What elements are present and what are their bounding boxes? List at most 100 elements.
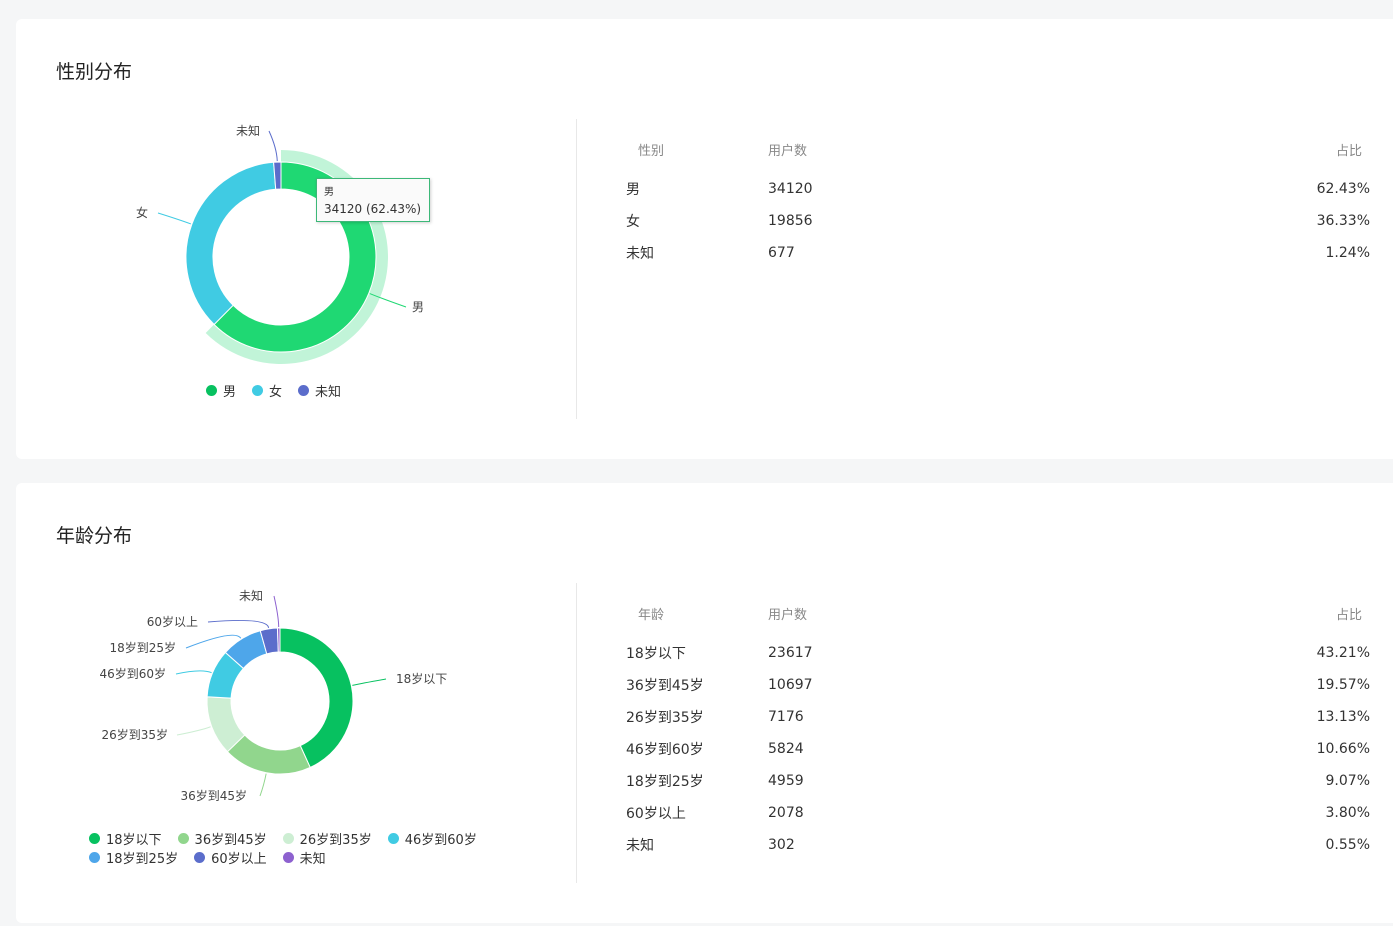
table-row: 未知 677 1.24% — [618, 237, 1378, 269]
cell-category: 60岁以上 — [626, 806, 686, 822]
legend-label: 女 — [269, 385, 283, 400]
legend-dot — [89, 833, 100, 844]
legend-item[interactable]: 未知 — [298, 381, 341, 400]
age-divider — [576, 583, 577, 883]
age-table-header: 年龄 用户数 占比 — [618, 601, 1378, 625]
slice-label: 18岁到25岁 — [109, 640, 176, 655]
cell-category: 26岁到35岁 — [626, 710, 704, 726]
header-users: 用户数 — [768, 143, 808, 159]
slice-1[interactable] — [185, 161, 277, 326]
legend-dot — [387, 833, 399, 844]
legend-item[interactable]: 男 — [206, 381, 236, 400]
leader-line — [352, 678, 387, 686]
slice-highlight — [205, 150, 389, 364]
legend-item[interactable]: 26岁到35岁 — [282, 829, 372, 848]
leader-line — [176, 726, 211, 736]
cell-count: 302 — [768, 837, 795, 853]
leader-line — [207, 619, 270, 629]
cell-category: 18岁到25岁 — [626, 774, 704, 790]
table-row: 男 34120 62.43% — [618, 173, 1378, 205]
slice-label: 60岁以上 — [147, 614, 198, 629]
table-row: 女 19856 36.33% — [618, 205, 1378, 237]
legend-item[interactable]: 46岁到60岁 — [387, 829, 477, 848]
cell-count: 34120 — [768, 181, 813, 197]
legend-item[interactable]: 60岁以上 — [194, 848, 267, 867]
cell-count: 4959 — [768, 773, 804, 789]
cell-count: 10697 — [768, 677, 813, 693]
legend-label: 18岁以下 — [106, 833, 162, 848]
legend-dot — [177, 833, 189, 844]
cell-count: 5824 — [768, 741, 804, 757]
gender-legend: 男 女 未知 — [206, 381, 357, 400]
gender-title: 性别分布 — [56, 61, 133, 83]
table-row: 60岁以上 2078 3.80% — [618, 797, 1378, 829]
leader-line — [273, 595, 280, 628]
header-age: 年龄 — [638, 607, 665, 623]
cell-category: 未知 — [626, 838, 654, 854]
slice-label: 未知 — [236, 124, 260, 138]
legend-item[interactable]: 女 — [252, 381, 282, 400]
legend-label: 未知 — [315, 385, 342, 400]
slice-label: 46岁到60岁 — [99, 666, 166, 681]
legend-item[interactable]: 18岁到25岁 — [89, 848, 178, 867]
legend-label: 36岁到45岁 — [194, 833, 267, 848]
header-ratio: 占比 — [1335, 143, 1362, 159]
age-title: 年龄分布 — [56, 525, 133, 547]
header-ratio: 占比 — [1335, 607, 1362, 623]
legend-item[interactable]: 未知 — [282, 848, 326, 867]
slice-0[interactable] — [279, 627, 354, 769]
age-donut-chart: 18岁以下 36岁到45岁 26岁到35岁 46岁到60岁 18岁到25岁 60岁以上 未知 — [99, 589, 447, 803]
cell-percent: 13.13% — [1316, 709, 1370, 725]
cell-category: 女 — [626, 214, 640, 230]
legend-dot — [206, 385, 217, 396]
gender-divider — [576, 119, 577, 419]
legend-label: 男 — [223, 385, 237, 400]
slice-label: 男 — [412, 300, 424, 314]
legend-dot — [89, 852, 100, 863]
slice-label: 36岁到45岁 — [180, 788, 247, 803]
cell-category: 36岁到45岁 — [626, 678, 704, 694]
gender-table-header: 性别 用户数 占比 — [618, 137, 1378, 161]
tooltip-value: 34120 (62.43%) — [324, 202, 422, 216]
tooltip-name: 男 — [324, 187, 334, 198]
header-users: 用户数 — [768, 607, 808, 623]
legend-dot — [298, 385, 310, 396]
leader-line — [268, 130, 278, 162]
legend-item[interactable]: 18岁以下 — [89, 829, 162, 848]
slice-1[interactable] — [226, 734, 311, 775]
cell-category: 18岁以下 — [626, 646, 686, 662]
gender-card: 性别分布 男女未知 男女未知 男 34120 (62.43%) 性别 用户数 占… — [16, 19, 1393, 459]
slice-6[interactable] — [276, 627, 281, 653]
legend-item[interactable]: 36岁到45岁 — [177, 829, 267, 848]
slice-2[interactable] — [273, 161, 282, 190]
gender-tooltip: 男 34120 (62.43%) — [316, 178, 431, 222]
cell-percent: 3.80% — [1325, 805, 1370, 821]
age-card: 年龄分布 18岁以下 36岁到45岁 26岁到35岁 46岁到60岁 18岁到25岁 60… — [16, 483, 1393, 923]
cell-count: 19856 — [768, 213, 813, 229]
cell-count: 677 — [768, 245, 795, 261]
leader-line — [175, 670, 212, 675]
gender-table: 性别 用户数 占比 男 34120 62.43% 女 19856 36.33% 未知 677 1… — [618, 137, 1378, 269]
table-spacer — [618, 161, 1378, 173]
table-row: 46岁到60岁 5824 10.66% — [618, 733, 1378, 765]
cell-percent: 1.24% — [1325, 245, 1370, 261]
table-spacer — [618, 625, 1378, 637]
age-legend: 18岁以下 36岁到45岁 26岁到35岁 46岁到60岁 18岁到25岁 60岁以上 未知 — [89, 829, 509, 867]
cell-percent: 36.33% — [1316, 213, 1370, 229]
cell-count: 23617 — [768, 645, 813, 661]
cell-percent: 0.55% — [1325, 837, 1370, 853]
legend-label: 未知 — [299, 852, 326, 867]
cell-percent: 62.43% — [1316, 181, 1370, 197]
table-row: 26岁到35岁 7176 13.13% — [618, 701, 1378, 733]
table-row: 36岁到45岁 10697 19.57% — [618, 669, 1378, 701]
legend-label: 18岁到25岁 — [106, 852, 179, 867]
slice-label: 女 — [136, 205, 148, 220]
age-table: 年龄 用户数 占比 18岁以下 23617 43.21% 36岁到45岁 10697 19… — [618, 601, 1378, 861]
slice-label: 26岁到35岁 — [101, 727, 168, 742]
slice-label: 未知 — [239, 589, 263, 603]
slice-label: 18岁以下 — [396, 671, 447, 686]
table-row: 未知 302 0.55% — [618, 829, 1378, 861]
cell-percent: 43.21% — [1316, 645, 1370, 661]
leader-line — [185, 634, 242, 649]
legend-dot — [282, 833, 294, 844]
